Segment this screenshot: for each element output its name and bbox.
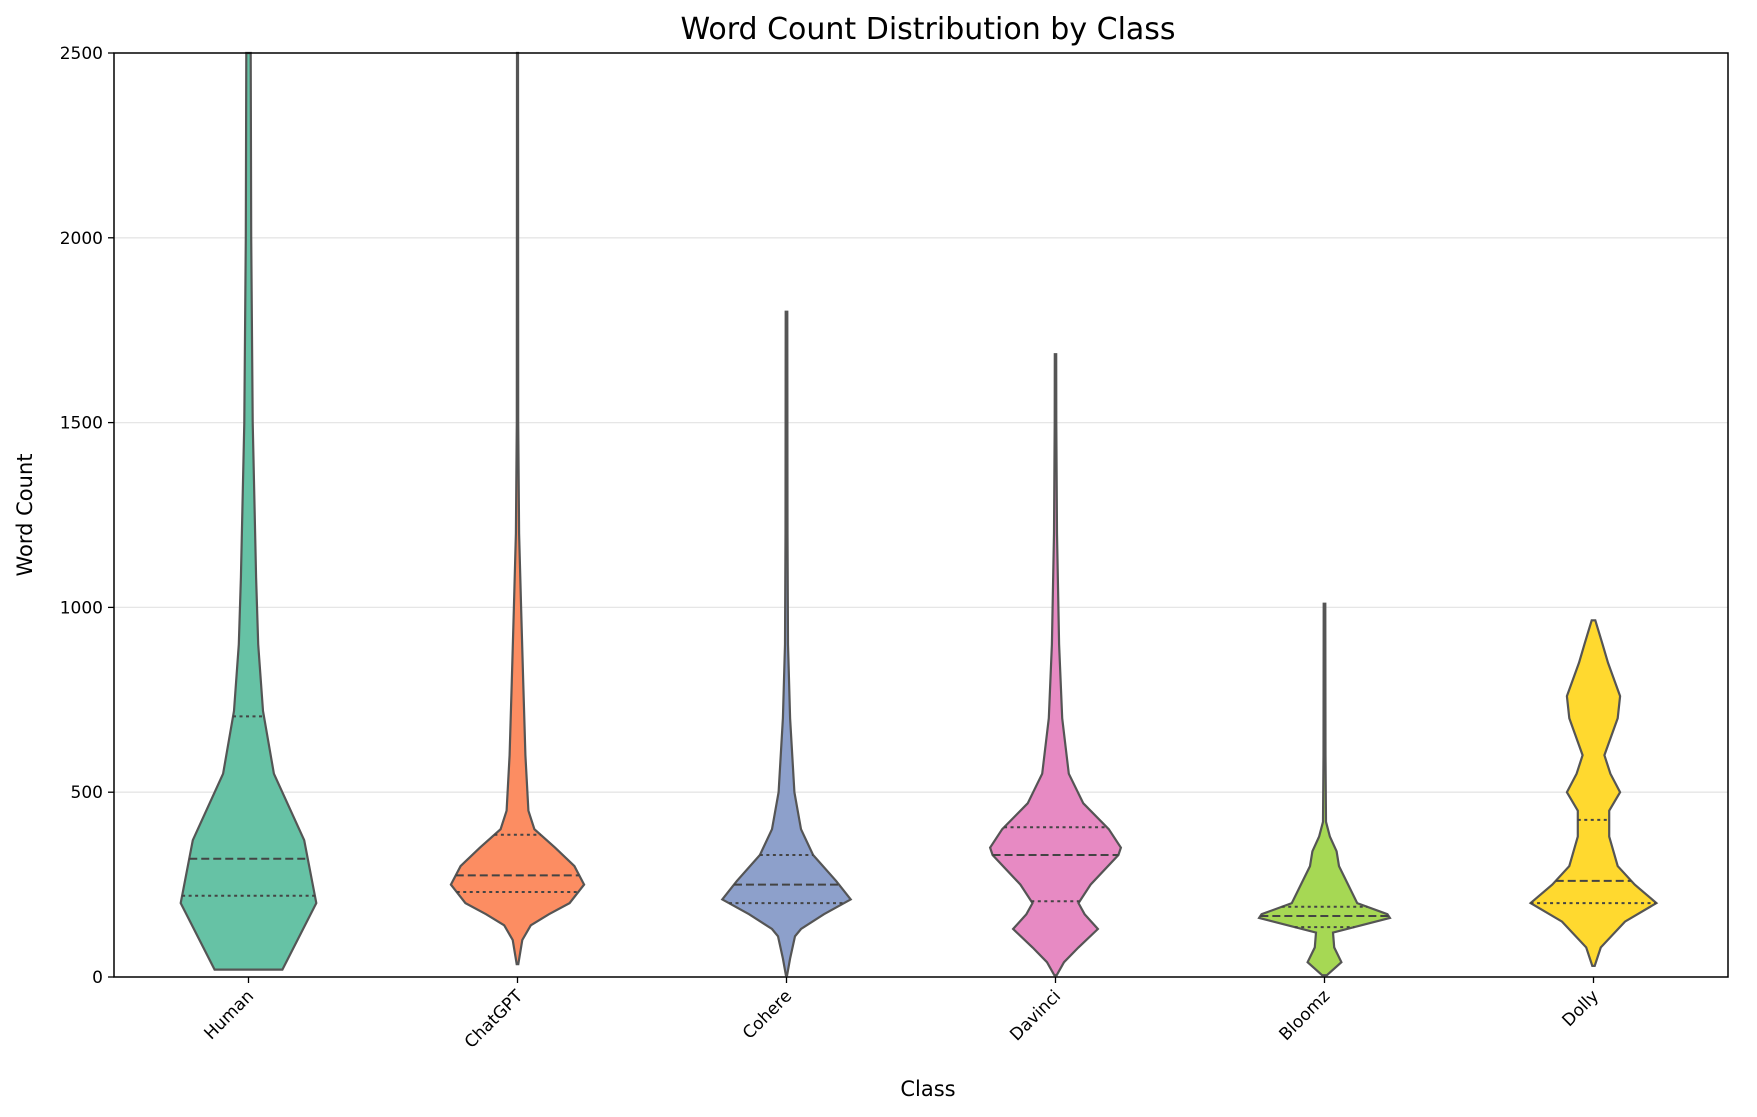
y-tick-label: 1000 (60, 598, 103, 618)
violin-human (179, 51, 318, 971)
violin-body (1528, 619, 1659, 968)
y-tick-label: 1500 (60, 414, 103, 434)
chart-title: Word Count Distribution by Class (680, 12, 1175, 47)
violin-davinci (988, 353, 1123, 977)
violin-bloomz (1257, 602, 1392, 977)
y-axis: 0 500 1000 1500 2000 2500 (60, 44, 114, 988)
x-axis-label: Class (900, 1077, 955, 1101)
x-tick-label: Dolly (1558, 986, 1603, 1031)
y-tick-label: 500 (71, 783, 103, 803)
violin-cohere (720, 310, 853, 977)
plot-frame (113, 52, 1729, 978)
violin-chatgpt (449, 51, 586, 966)
violin-body (988, 353, 1123, 977)
y-gridlines (114, 237, 1728, 793)
y-tick-label: 2000 (60, 229, 103, 249)
violins (179, 51, 1659, 977)
x-tick-label: Human (201, 986, 258, 1043)
y-tick-label: 2500 (60, 44, 103, 64)
violin-body (449, 51, 586, 966)
violin-dolly (1528, 619, 1659, 968)
y-tick-label: 0 (92, 968, 103, 988)
y-axis-label: Word Count (13, 453, 37, 576)
violin-body (720, 310, 853, 977)
x-axis: Human ChatGPT Cohere Davinci Bloomz Dolly (201, 977, 1603, 1053)
x-tick-label: Davinci (1006, 986, 1065, 1045)
violin-body (179, 51, 318, 971)
x-tick-label: Bloomz (1276, 986, 1335, 1045)
x-tick-label: ChatGPT (461, 986, 528, 1053)
violin-body (1257, 602, 1392, 977)
x-tick-label: Cohere (739, 986, 796, 1043)
